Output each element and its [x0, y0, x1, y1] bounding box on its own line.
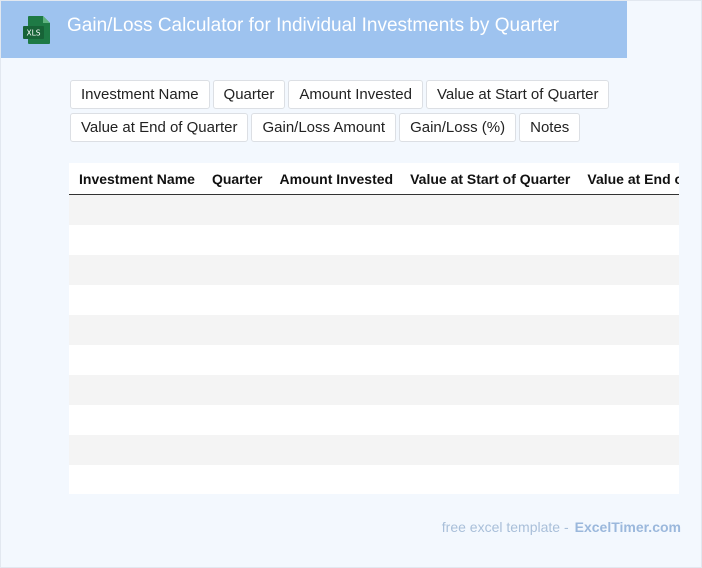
table-cell — [269, 375, 401, 405]
footer: free excel template - ExcelTimer.com — [442, 519, 681, 535]
table-cell — [69, 225, 202, 255]
table-cell — [400, 285, 578, 315]
table-cell — [577, 285, 679, 315]
page-title: Gain/Loss Calculator for Individual Inve… — [67, 15, 560, 36]
table-cell — [400, 225, 578, 255]
table-cell — [577, 255, 679, 285]
table-cell — [69, 465, 202, 494]
field-chip[interactable]: Gain/Loss Amount — [251, 113, 397, 142]
table-cell — [201, 285, 270, 315]
table-cell — [577, 345, 679, 375]
column-header: Investment Name — [69, 163, 202, 195]
field-chip[interactable]: Value at Start of Quarter — [425, 80, 610, 109]
table-cell — [201, 255, 270, 285]
table-cell — [577, 225, 679, 255]
xls-icon: XLS — [23, 16, 50, 44]
field-chip[interactable]: Quarter — [212, 80, 286, 109]
column-header: Amount Invested — [269, 163, 401, 195]
header-banner: XLS Gain/Loss Calculator for Individual … — [1, 1, 627, 58]
column-header: Quarter — [201, 163, 270, 195]
icon-label: XLS — [26, 29, 40, 38]
table-cell — [269, 194, 401, 225]
table-cell — [577, 315, 679, 345]
table-cell — [269, 225, 401, 255]
table-row — [69, 255, 679, 285]
table-cell — [201, 194, 270, 225]
field-chip[interactable]: Gain/Loss (%) — [399, 113, 517, 142]
table-cell — [69, 285, 202, 315]
table-cell — [201, 225, 270, 255]
table-cell — [269, 285, 401, 315]
table-cell — [269, 345, 401, 375]
table-cell — [400, 435, 578, 465]
table-row — [69, 435, 679, 465]
data-table: Investment Name Quarter Amount Invested Val… — [69, 163, 679, 494]
table-cell — [400, 465, 578, 494]
footer-text: free excel template - — [441, 519, 569, 535]
table-row — [69, 345, 679, 375]
header-row: Investment Name Quarter Amount Invested Val… — [69, 163, 679, 195]
table-row — [69, 315, 679, 345]
table-cell — [201, 315, 270, 345]
table-cell — [69, 255, 202, 285]
table-cell — [577, 465, 679, 494]
footer-link[interactable]: ExcelTimer.com — [574, 519, 681, 535]
table-cell — [400, 315, 578, 345]
table-cell — [577, 375, 679, 405]
table-container: Investment Name Quarter Amount Invested Val… — [69, 163, 679, 494]
field-chip[interactable]: Value at End of Quarter — [70, 113, 249, 142]
table-cell — [269, 405, 401, 435]
table-row — [69, 225, 679, 255]
table-cell — [269, 435, 401, 465]
field-chip[interactable]: Investment Name — [70, 80, 210, 109]
table-cell — [201, 465, 270, 494]
table-cell — [577, 194, 679, 225]
table-row — [69, 194, 679, 225]
column-header: Value at End of Quarter — [577, 163, 679, 195]
table-cell — [201, 435, 270, 465]
table-cell — [269, 255, 401, 285]
table-row — [69, 285, 679, 315]
field-list: Investment Name Quarter Amount Invested Val… — [70, 80, 630, 142]
table-cell — [69, 315, 202, 345]
table-cell — [201, 345, 270, 375]
table-cell — [269, 465, 401, 494]
table-cell — [400, 194, 578, 225]
table-cell — [400, 405, 578, 435]
table-cell — [577, 405, 679, 435]
table-cell — [69, 435, 202, 465]
table-cell — [400, 255, 578, 285]
table-cell — [201, 405, 270, 435]
table-cell — [69, 345, 202, 375]
table-cell — [577, 435, 679, 465]
table-cell — [69, 194, 202, 225]
column-header: Value at Start of Quarter — [400, 163, 578, 195]
table-cell — [400, 345, 578, 375]
table-row — [69, 465, 679, 494]
field-chip[interactable]: Notes — [519, 113, 581, 142]
table-row — [69, 405, 679, 435]
table-row — [69, 375, 679, 405]
table-cell — [69, 375, 202, 405]
table-cell — [400, 375, 578, 405]
field-chip[interactable]: Amount Invested — [288, 80, 423, 109]
table-cell — [201, 375, 270, 405]
table-cell — [269, 315, 401, 345]
table-cell — [69, 405, 202, 435]
